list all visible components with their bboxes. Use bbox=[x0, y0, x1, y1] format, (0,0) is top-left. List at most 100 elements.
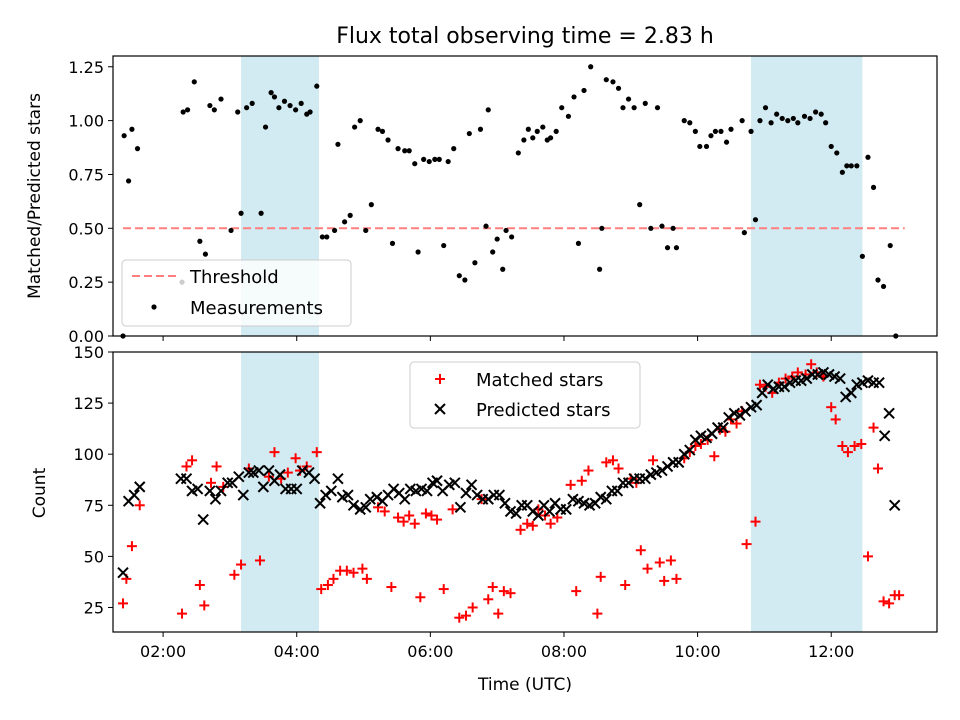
matched-stars-point bbox=[393, 512, 404, 523]
matched-stars-point bbox=[447, 504, 458, 515]
predicted-stars-point bbox=[180, 473, 193, 485]
matched-stars-point bbox=[454, 612, 465, 623]
matched-stars-point bbox=[398, 516, 409, 527]
measurements-point bbox=[191, 79, 197, 85]
measurements-point bbox=[185, 107, 191, 113]
matched-stars-point bbox=[211, 461, 222, 472]
measurements-point bbox=[848, 163, 854, 169]
predicted-stars-point bbox=[834, 372, 846, 385]
predicted-stars-point bbox=[493, 489, 506, 501]
measurements-point bbox=[774, 111, 780, 117]
measurements-point bbox=[197, 238, 203, 244]
predicted-stars-point bbox=[308, 473, 321, 485]
measurements-point bbox=[681, 118, 687, 124]
measurements-point bbox=[631, 105, 637, 111]
measurements-point bbox=[741, 230, 747, 236]
matched-stars-point bbox=[613, 463, 624, 474]
matched-stars-point bbox=[460, 610, 471, 621]
matched-stars-point bbox=[868, 422, 879, 433]
predicted-stars-point bbox=[600, 493, 612, 505]
predicted-stars-point bbox=[499, 497, 511, 509]
star-count-points bbox=[117, 359, 905, 623]
matched-stars-point bbox=[849, 441, 860, 452]
matched-stars-point bbox=[386, 582, 397, 593]
legend-predicted-swatch bbox=[434, 403, 446, 415]
measurements-point bbox=[703, 143, 710, 150]
matched-stars-point bbox=[527, 520, 538, 531]
measurements-point bbox=[249, 100, 255, 106]
measurements-point bbox=[692, 128, 698, 134]
predicted-stars-point bbox=[606, 485, 618, 497]
matched-stars-point bbox=[552, 512, 563, 523]
measurements-point bbox=[779, 115, 785, 122]
predicted-stars-point bbox=[332, 473, 344, 485]
bottom-shaded-regions bbox=[241, 352, 863, 632]
matched-stars-point bbox=[229, 569, 240, 580]
matched-stars-point bbox=[522, 518, 533, 529]
measurements-point bbox=[854, 163, 860, 169]
measurements-point bbox=[451, 146, 457, 152]
y-tick-label: 125 bbox=[73, 394, 104, 413]
measurements-point bbox=[548, 135, 554, 141]
shaded-interval bbox=[751, 352, 863, 632]
legend-predicted-label: Predicted stars bbox=[476, 400, 610, 421]
matched-stars-point bbox=[583, 465, 594, 476]
predicted-stars-point bbox=[482, 493, 494, 505]
predicted-stars-point bbox=[762, 378, 774, 391]
measurements-point bbox=[375, 126, 381, 132]
measurements-point bbox=[818, 111, 824, 117]
bottom-x-ticks: 02:00 04:00 06:00 08:00 10:00 12:00 bbox=[140, 632, 854, 661]
measurements-point bbox=[859, 253, 865, 259]
bottom-legend: Matched stars Predicted stars bbox=[409, 361, 641, 429]
matched-stars-point bbox=[595, 571, 606, 582]
measurements-point bbox=[271, 94, 278, 100]
measurements-point bbox=[307, 109, 313, 115]
measurements-point bbox=[790, 115, 796, 122]
measurements-point bbox=[406, 148, 412, 154]
measurements-point bbox=[477, 126, 484, 132]
measurements-point bbox=[599, 225, 605, 231]
measurements-point bbox=[887, 242, 893, 249]
predicted-stars-point bbox=[839, 391, 852, 403]
measurements-point bbox=[597, 266, 603, 272]
matched-stars-point bbox=[348, 567, 359, 578]
measurements-point bbox=[228, 227, 234, 234]
matched-stars-point bbox=[467, 602, 478, 613]
measurements-point bbox=[813, 109, 819, 115]
measurements-point bbox=[648, 225, 654, 231]
matched-stars-point bbox=[263, 471, 274, 482]
matched-stars-point bbox=[118, 598, 129, 609]
predicted-stars-point bbox=[465, 479, 478, 491]
measurements-point bbox=[654, 105, 661, 111]
measurements-point bbox=[238, 210, 244, 216]
matched-stars-point bbox=[498, 586, 509, 597]
y-tick-label: 0.50 bbox=[68, 219, 104, 238]
predicted-stars-point bbox=[560, 503, 572, 516]
predicted-stars-point bbox=[527, 505, 539, 518]
matched-stars-point bbox=[856, 438, 867, 449]
x-tick-label: 02:00 bbox=[140, 642, 186, 661]
matched-stars-point bbox=[648, 455, 659, 466]
measurements-point bbox=[331, 227, 338, 234]
predicted-stars-point bbox=[204, 485, 216, 497]
y-tick-label: 150 bbox=[73, 343, 104, 362]
measurements-point bbox=[615, 85, 622, 91]
matched-stars-point bbox=[620, 579, 631, 590]
measurements-point bbox=[379, 128, 386, 134]
measurements-point bbox=[748, 128, 754, 134]
matched-stars-point bbox=[311, 447, 322, 458]
predicted-stars-point bbox=[197, 513, 209, 526]
predicted-stars-point bbox=[700, 432, 713, 444]
matched-stars-point bbox=[695, 438, 706, 449]
measurements-point bbox=[540, 124, 546, 130]
predicted-stars-point bbox=[667, 456, 679, 469]
y-tick-label: 1.00 bbox=[68, 112, 104, 131]
measurements-point bbox=[268, 90, 274, 96]
legend-measurements-label: Measurements bbox=[190, 298, 323, 319]
measurements-point bbox=[368, 202, 374, 208]
predicted-stars-point bbox=[678, 448, 690, 460]
measurements-point bbox=[752, 217, 759, 223]
matched-stars-point bbox=[290, 453, 301, 464]
matched-stars-point bbox=[415, 592, 426, 603]
